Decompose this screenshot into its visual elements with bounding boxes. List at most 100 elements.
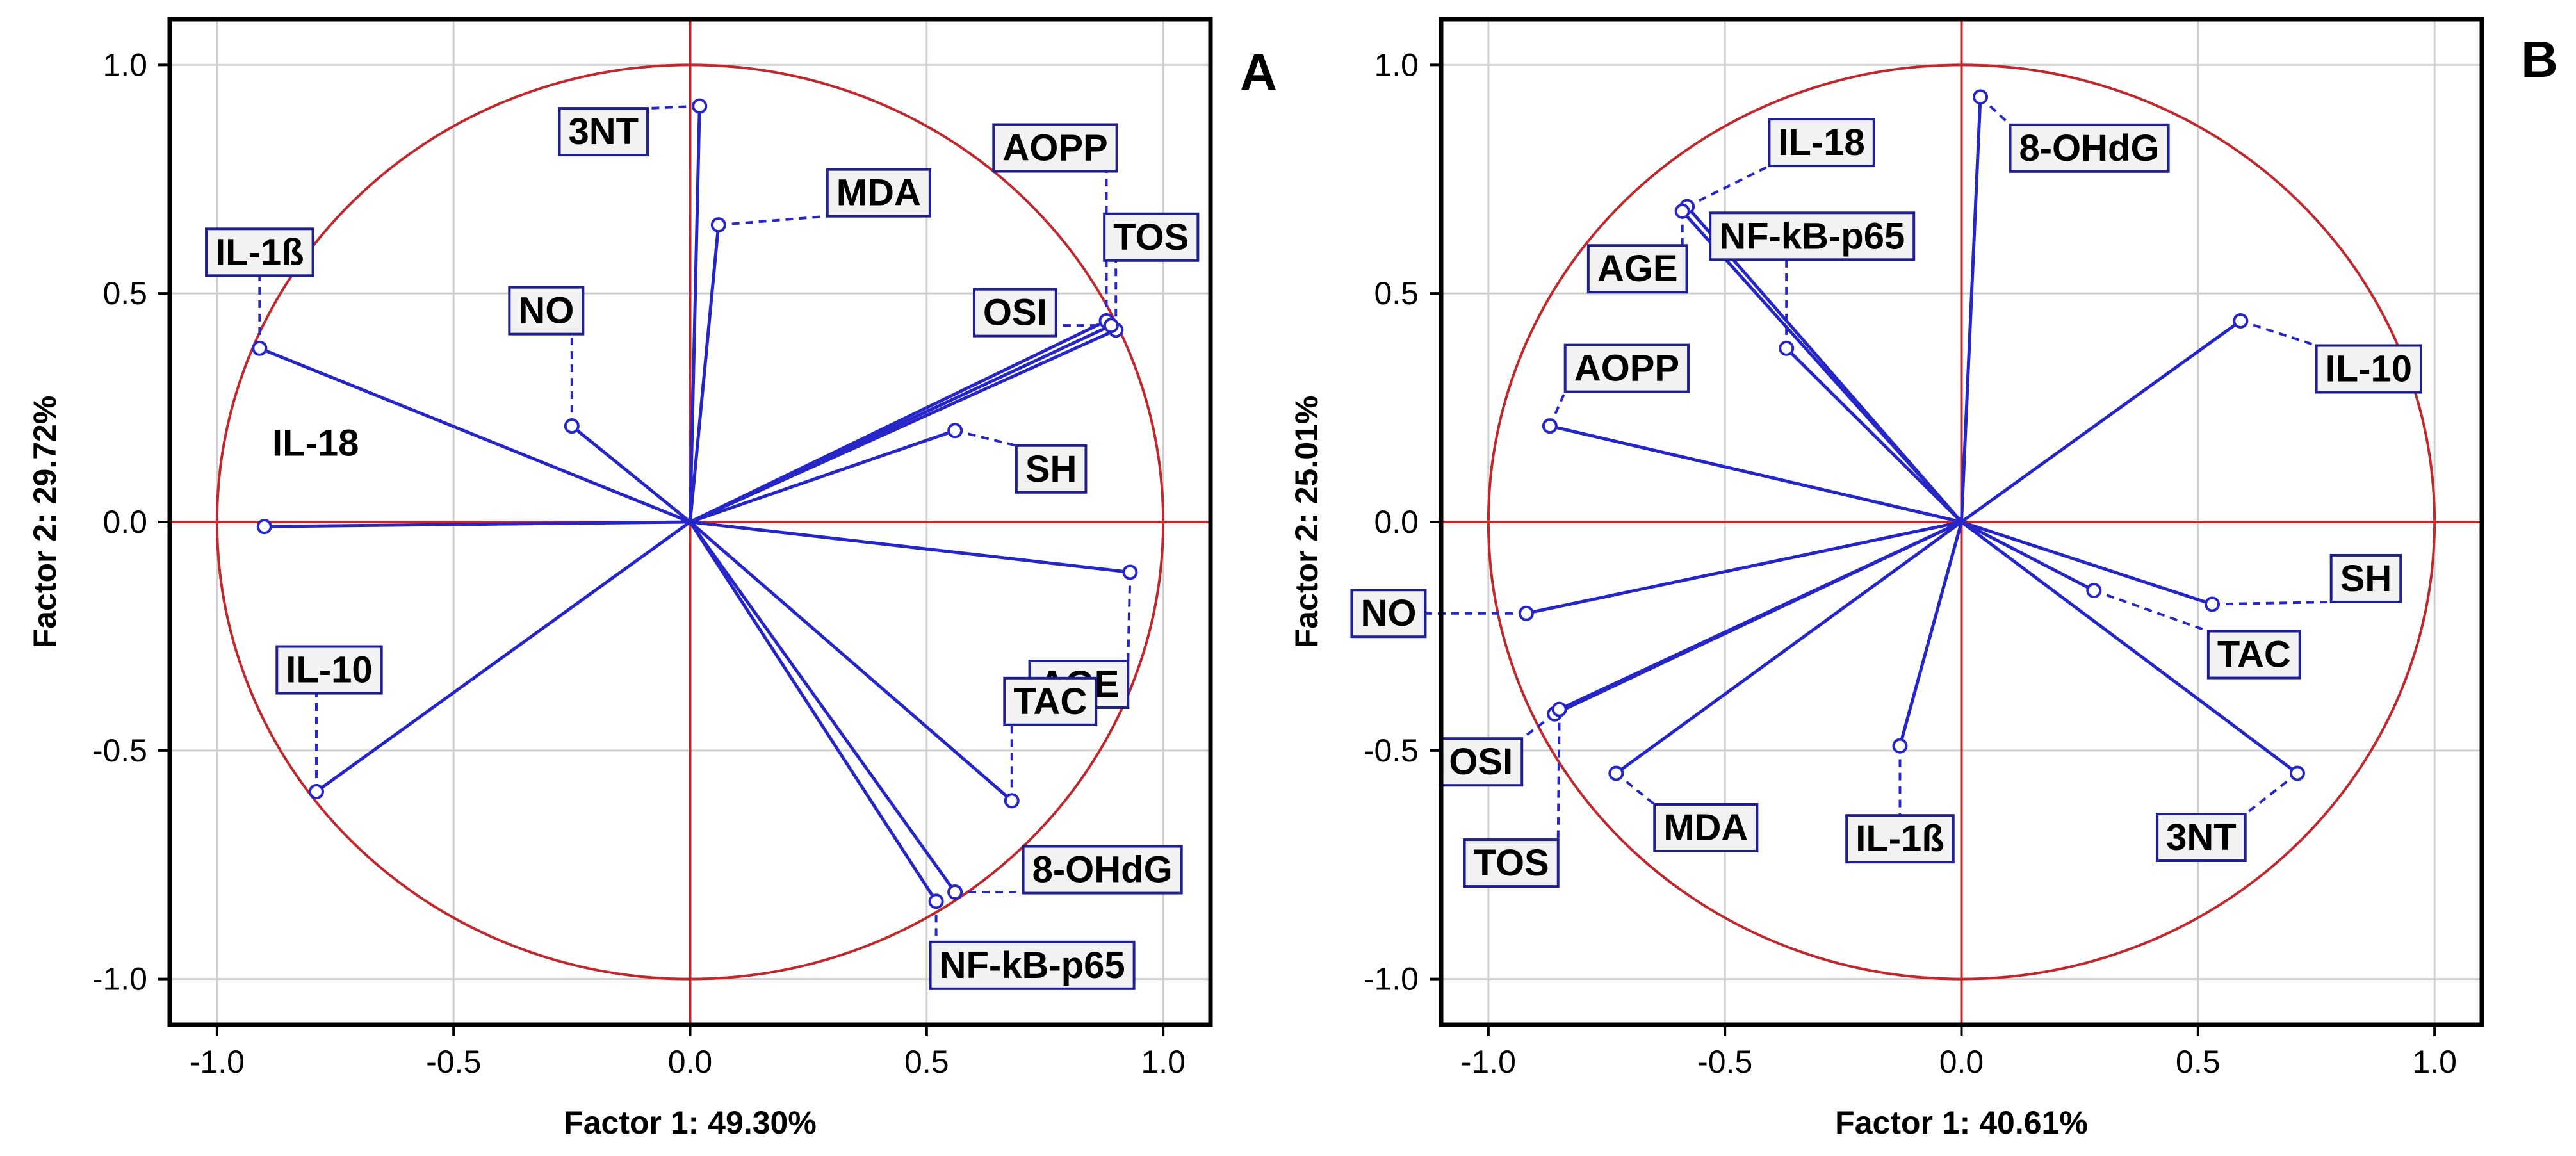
- vector-sh: [1961, 520, 2213, 606]
- label-il-18: IL-18: [1768, 118, 1875, 168]
- label-text-il-18: IL-18: [272, 423, 359, 464]
- ticks: -1.0 -0.5 0.0 0.5 1.0 -1.0 -0.5 0.0 0.5 1.0: [1364, 47, 2457, 1080]
- panel-b: 8-OHdG IL-18 AGE NF-kB-p65 IL-10 AOPP SH TAC NO O…: [1289, 17, 2558, 1141]
- label-tac: TAC: [2206, 630, 2301, 680]
- x-tick-label: -1.0: [1461, 1044, 1516, 1080]
- label-box-no: [508, 286, 585, 336]
- vector-8-ohdg: [689, 521, 957, 893]
- label-box-osi: [972, 288, 1057, 338]
- label-box-il-10: [275, 645, 383, 695]
- vector-il-1b: [1898, 521, 1963, 747]
- label-text-sh: SH: [1025, 448, 1077, 490]
- vector-age: [690, 520, 1130, 574]
- x-tick-label: 0.0: [668, 1044, 713, 1080]
- point-no: [564, 418, 580, 434]
- label-mda: MDA: [1653, 803, 1759, 852]
- y-tick-label: -0.5: [92, 733, 147, 769]
- point-il-1b: [1892, 738, 1908, 754]
- label-text-3nt: 3NT: [2166, 817, 2237, 858]
- leader-3nt: [647, 104, 700, 110]
- label-box-mda: [826, 168, 931, 218]
- vector-sh: [689, 428, 956, 524]
- vector-3nt: [1961, 520, 2299, 775]
- point-tac: [1004, 793, 1020, 809]
- leader-3nt: [2244, 772, 2299, 815]
- point-osi: [1103, 318, 1119, 334]
- y-tick-label: 1.0: [1374, 47, 1419, 83]
- label-box-tac: [1003, 676, 1098, 726]
- vector-nf-kb-p65: [1785, 347, 1963, 523]
- leader-mda: [718, 215, 827, 227]
- label-text-8-ohdg: 8-OHdG: [2019, 127, 2159, 169]
- y-tick-label: 0.0: [1374, 504, 1419, 540]
- label-box-sh: [2329, 553, 2402, 603]
- label-box-age: [1586, 244, 1688, 294]
- point-sh: [947, 423, 963, 439]
- vector-labels: 3NTMDAAOPPTOSOSIIL-1ßNOSHIL-18AGETACIL-1…: [205, 104, 1200, 990]
- label-text-nf-kb-p65: NF-kB-p65: [1719, 215, 1905, 257]
- label-box-il-10: [2315, 344, 2422, 394]
- y-tick-label: -1.0: [1364, 961, 1419, 997]
- label-box-il-1b: [1845, 814, 1955, 864]
- point-8-ohdg: [1973, 89, 1989, 105]
- leader-mda: [1615, 772, 1656, 806]
- label-box-il-18: [1768, 118, 1875, 168]
- points: [252, 98, 1138, 909]
- label-text-3nt: 3NT: [568, 111, 639, 152]
- label-osi: OSI: [1439, 737, 1524, 787]
- label-8-ohdg: 8-OHdG: [2009, 123, 2170, 173]
- leader-tos: [1556, 709, 1561, 840]
- point-3nt: [692, 98, 708, 114]
- label-il-10: IL-10: [2315, 344, 2422, 394]
- point-il-1b: [252, 340, 268, 356]
- label-tos: TOS: [1463, 838, 1560, 888]
- leader-sh: [2212, 600, 2331, 606]
- label-text-sh: SH: [2340, 558, 2392, 599]
- point-no: [1518, 605, 1534, 621]
- label-text-no: NO: [518, 290, 574, 332]
- x-axis-title: Factor 1: 49.30%: [564, 1105, 817, 1141]
- vector-tos: [1558, 520, 1962, 711]
- label-text-tos: TOS: [1113, 216, 1189, 258]
- label-il-18: IL-18: [272, 423, 359, 464]
- point-il-18: [256, 519, 272, 535]
- vector-osi: [689, 323, 1112, 524]
- label-text-il-10: IL-10: [2326, 348, 2412, 390]
- leader-il-18: [1686, 165, 1770, 208]
- label-no: NO: [1350, 589, 1427, 639]
- point-mda: [1608, 765, 1624, 781]
- y-axis-title: Factor 2: 29.72%: [27, 396, 63, 649]
- vector-il-1b: [259, 346, 691, 524]
- label-osi: OSI: [972, 288, 1057, 338]
- x-tick-label: 0.5: [904, 1044, 949, 1080]
- vector-mda: [689, 224, 721, 523]
- points: [1518, 89, 2305, 781]
- x-tick-label: 1.0: [2412, 1044, 2457, 1080]
- ticks: -1.0 -0.5 0.0 0.5 1.0 -1.0 -0.5 0.0 0.5 1.0: [92, 47, 1186, 1080]
- label-box-aopp: [1563, 343, 1690, 393]
- point-il-10: [2233, 313, 2249, 329]
- vector-il-10: [315, 520, 691, 794]
- label-box-3nt: [558, 107, 649, 157]
- label-aopp: AOPP: [992, 123, 1118, 173]
- label-box-tos: [1463, 838, 1560, 888]
- y-tick-label: 0.0: [102, 504, 147, 540]
- point-aopp: [1542, 418, 1558, 434]
- label-no: NO: [508, 286, 585, 336]
- label-mda: MDA: [826, 168, 931, 218]
- label-box-sh: [1015, 444, 1088, 494]
- leader-age: [1127, 572, 1132, 662]
- x-axis-title: Factor 1: 40.61%: [1835, 1105, 2088, 1141]
- vector-tac: [689, 521, 1013, 802]
- label-box-tos: [1103, 212, 1200, 262]
- vector-no: [1526, 520, 1962, 615]
- loading-vectors: [259, 106, 1130, 902]
- label-text-no: NO: [1360, 592, 1416, 634]
- vector-3nt: [689, 106, 701, 523]
- label-tos: TOS: [1103, 212, 1200, 262]
- label-text-il-1b: IL-1ß: [1855, 818, 1944, 859]
- vector-il-18: [264, 520, 690, 528]
- point-nf-kb-p65: [1779, 340, 1795, 356]
- label-text-nf-kb-p65: NF-kB-p65: [940, 945, 1125, 986]
